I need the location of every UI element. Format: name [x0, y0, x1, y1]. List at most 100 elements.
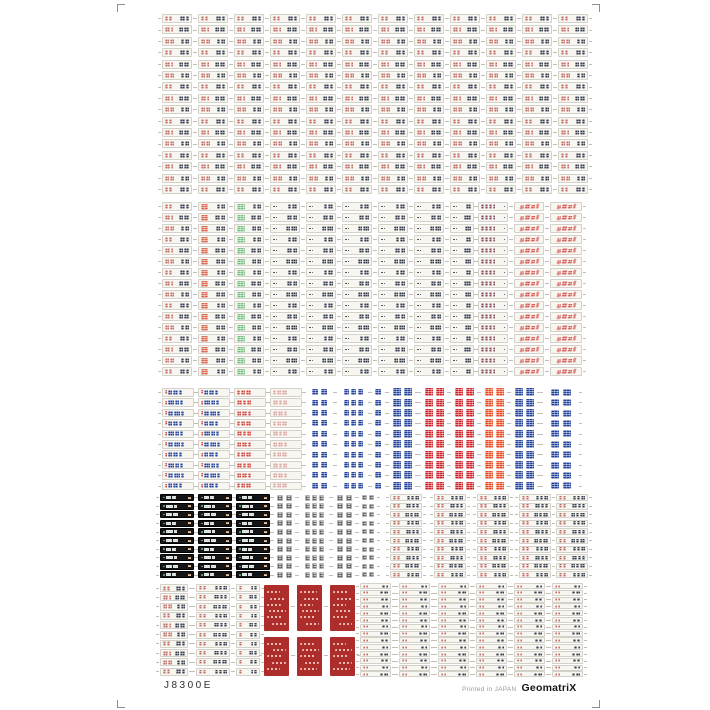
decal-label [554, 185, 592, 194]
decal-label [266, 279, 304, 288]
decal-label [232, 593, 264, 602]
decal-label [230, 224, 268, 233]
decal-label [296, 554, 332, 561]
decal-label [473, 494, 513, 501]
decal-label [434, 610, 473, 617]
decal-label [374, 128, 412, 137]
decal-label [156, 621, 192, 630]
decal-label [478, 398, 510, 407]
decal-label [158, 334, 196, 343]
decal-label [395, 637, 434, 644]
decal-label [554, 173, 592, 183]
decal-label [548, 623, 587, 630]
decal-label [482, 185, 520, 194]
decal-label [446, 150, 484, 160]
decal-label [472, 583, 511, 589]
decal-label [330, 571, 358, 578]
decal-label [510, 312, 548, 321]
decal-label [518, 173, 556, 183]
decal-label [230, 345, 268, 354]
decal-label [474, 246, 512, 255]
decal-label [474, 213, 512, 222]
red-panel-decal [292, 637, 327, 676]
decal-label [410, 279, 448, 288]
decal-label [334, 388, 372, 397]
decal-label [374, 173, 412, 183]
decal-label [548, 617, 587, 623]
decal-label [386, 537, 426, 544]
decal-label [446, 290, 478, 299]
decal-label [374, 279, 412, 288]
decal-label [540, 398, 582, 407]
decal-label [266, 235, 304, 244]
decal-label [266, 312, 304, 321]
decal-label [232, 602, 264, 611]
decal-label [374, 312, 412, 321]
decal-label [446, 246, 478, 255]
decal-label [192, 639, 234, 648]
decal-label [194, 246, 232, 255]
decal-label [410, 25, 448, 35]
decal-label [510, 345, 548, 354]
decal-label [270, 511, 298, 518]
decal-label [518, 25, 556, 35]
decal-label [374, 116, 412, 126]
decal-label [266, 471, 306, 480]
decal-label [410, 59, 448, 69]
decal-label [266, 173, 304, 183]
decal-label [410, 246, 448, 255]
decal-label [386, 481, 418, 491]
decal-label [473, 571, 513, 579]
decal-label [194, 116, 232, 126]
decal-label [296, 571, 332, 578]
decal-label [232, 611, 264, 620]
decal-label [194, 481, 234, 491]
decal-label [266, 450, 306, 459]
decal-label [510, 671, 549, 678]
decal-label [266, 14, 304, 23]
decal-label [386, 545, 426, 553]
decal-label [410, 139, 448, 149]
decal-label [334, 471, 372, 480]
decal-label [554, 48, 592, 58]
decal-label [194, 93, 232, 103]
decal-label [508, 409, 540, 418]
decal-label [518, 48, 556, 58]
decal-label [356, 664, 395, 671]
decal-label [302, 36, 340, 46]
decal-label [386, 450, 418, 459]
decal-label [194, 59, 232, 69]
decal-label [482, 36, 520, 46]
decal-label [266, 185, 304, 194]
decal-label [194, 554, 236, 562]
printer-credit: Printed in JAPAN GeomatriX [462, 682, 576, 694]
decal-label [338, 150, 376, 160]
decal-label [434, 583, 473, 589]
decal-label [194, 235, 232, 244]
decal-label [338, 312, 376, 321]
decal-label [546, 345, 586, 354]
decal-label [302, 482, 336, 491]
decal-label [158, 128, 196, 137]
decal-label [356, 651, 395, 657]
decal-label [410, 93, 448, 103]
decal-label [552, 537, 592, 544]
decal-label [338, 116, 376, 126]
red-panel-decal [325, 585, 360, 631]
decal-label [546, 224, 586, 233]
decal-label [374, 268, 412, 277]
decal-label [356, 617, 395, 623]
decal-label [266, 440, 306, 449]
decal-label [446, 14, 484, 23]
decal-label [296, 563, 332, 570]
decal-label [192, 630, 234, 639]
decal-label [266, 460, 306, 470]
decal-label [430, 494, 470, 501]
decal-label [410, 36, 448, 46]
decal-label [508, 461, 540, 470]
decal-label [410, 334, 448, 343]
decal-label [418, 471, 450, 480]
decal-label [296, 520, 332, 527]
decal-label [230, 202, 268, 211]
decal-label [158, 139, 196, 149]
